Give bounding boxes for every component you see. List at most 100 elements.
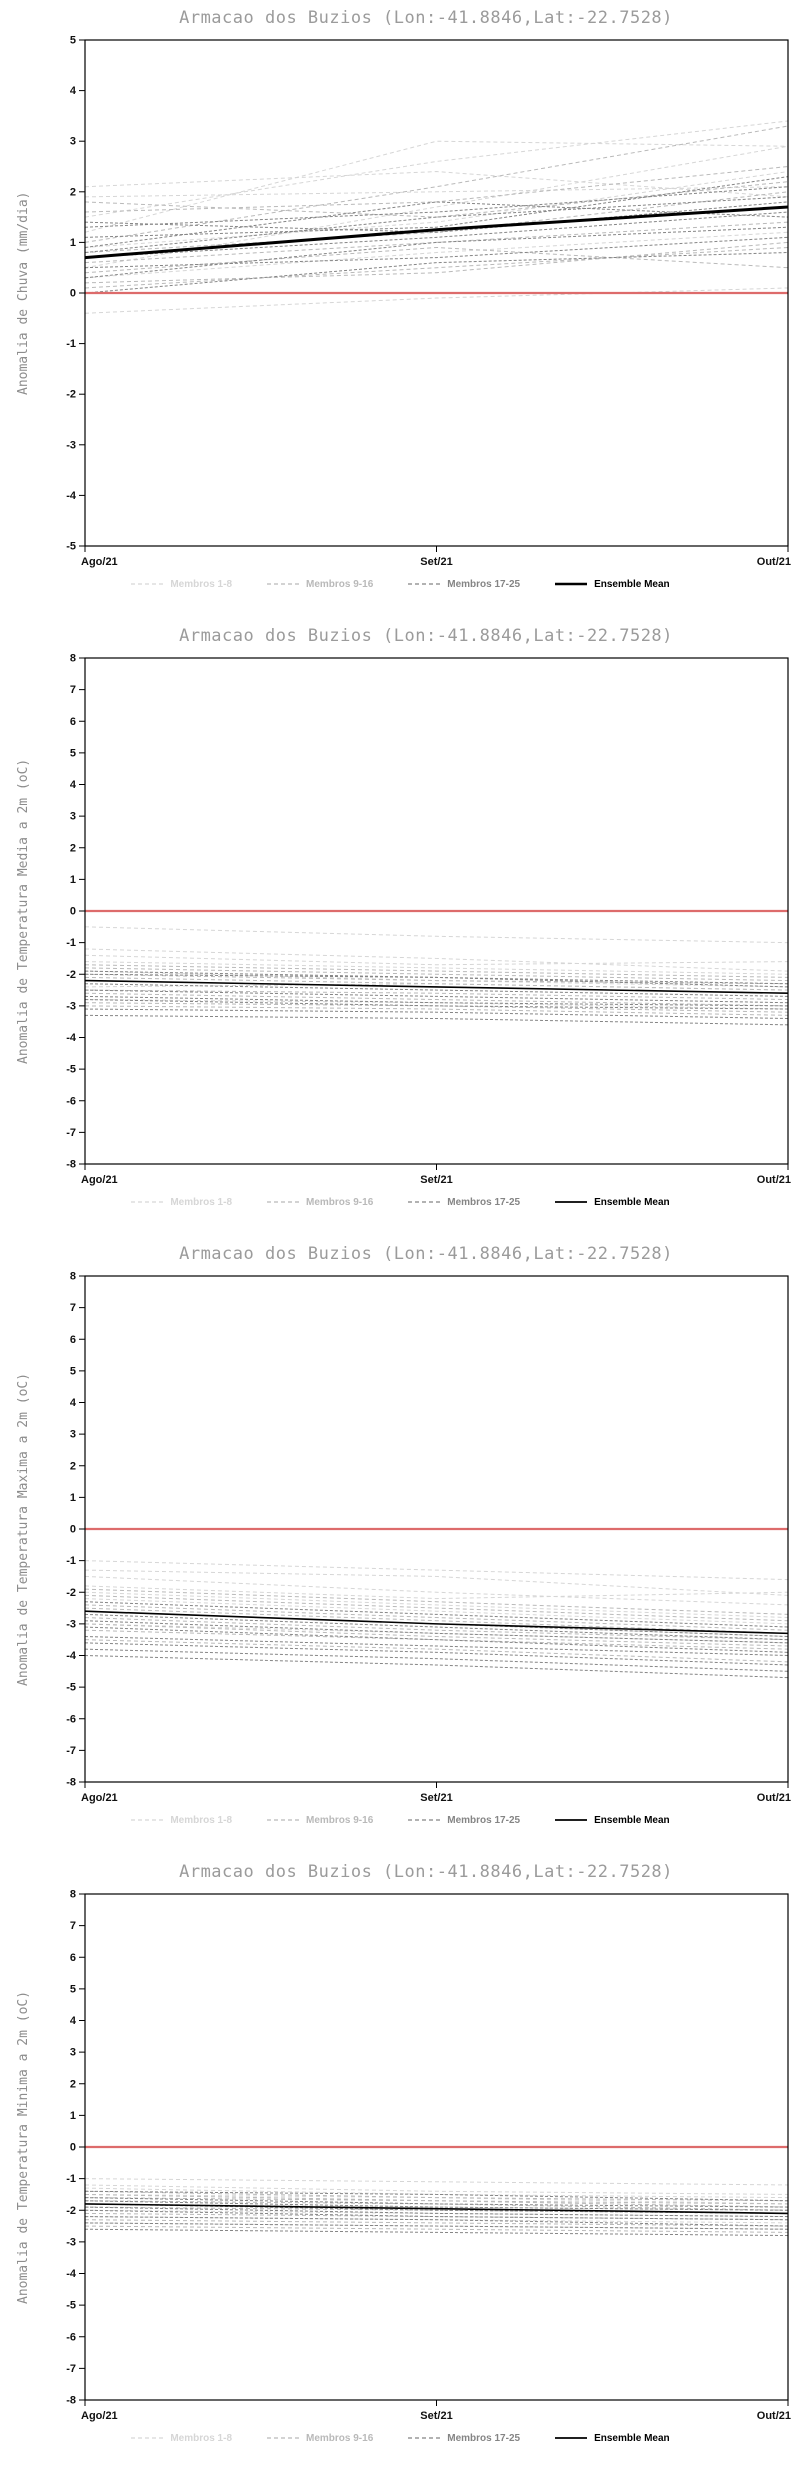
member-line-group-3 [84,1636,789,1656]
legend-label: Ensemble Mean [594,1196,670,1208]
x-tick-label: Ago/21 [81,1792,118,1804]
member-line-group-2 [84,973,789,985]
legend-item-members-17-25: Membros 17-25 [407,579,520,590]
legend-item-members-17-25: Membros 17-25 [407,2433,520,2444]
legend-label: Ensemble Mean [594,1814,670,1826]
member-line-group-3 [84,252,789,294]
plot-frame [84,1275,789,1783]
y-tick-label: 1 [70,874,76,886]
ensemble-mean-line [84,205,789,260]
member-line-group-3 [84,1648,789,1672]
plot-area: Anomalia de Chuva (mm/dia) -5 -4 -3 -2 -1 0 1 2… [0,30,800,578]
legend-line-members-17-25 [408,1819,441,1821]
chart-section-mean-temp-anomaly: Armacao dos Buzios (Lon:-41.8846,Lat:-22… [0,618,800,1236]
legend-line-members-9-16 [267,1819,300,1821]
member-line-group-1 [84,186,789,198]
member-line-group-3 [84,1613,789,1641]
legend-item-members-1-8: Membros 1-8 [130,2433,232,2444]
legend-item-members-9-16: Membros 9-16 [266,2433,373,2444]
member-line-group-2 [84,1005,789,1016]
legend-line-ensemble-mean [555,582,588,586]
y-tick-label: 5 [70,35,76,47]
member-line-group-2 [84,246,789,274]
ensemble-spaghetti-plot: -8 -7 -6 -5 -4 -3 -2 -1 0 1 2 3 4 5 6 7 8 Ago/21 Set/21 Out… [66,1889,791,2423]
member-line-group-2 [84,989,789,1001]
y-tick-label: -6 [66,2331,76,2343]
y-tick-label: -4 [66,490,77,502]
member-line-group-3 [84,226,789,279]
y-axis-label: Anomalia de Temperatura Media a 2m (oC) [16,758,31,1064]
legend-item-members-9-16: Membros 9-16 [266,1197,373,1208]
legend-item-members-9-16: Membros 9-16 [266,1815,373,1826]
member-line-group-1 [84,2178,789,2186]
member-line-group-1 [84,1560,789,1581]
legend: Membros 1-8 Membros 9-16 Membros 17-25 E… [0,2426,800,2450]
y-tick-label: 6 [70,1334,76,1346]
member-line-group-2 [84,1594,789,1622]
y-tick-label: -3 [66,1618,76,1630]
ensemble-spaghetti-plot: -8 -7 -6 -5 -4 -3 -2 -1 0 1 2 3 4 5 6 7 8 Ago/21 Set/21 Out… [66,653,791,1187]
y-tick-label: 2 [70,842,76,854]
y-tick-label: 1 [70,1492,76,1504]
ensemble-mean-line [84,979,789,995]
y-tick-label: 2 [70,2078,76,2090]
y-tick-label: 0 [70,288,76,300]
legend-label: Membros 1-8 [170,2432,233,2444]
legend-label: Membros 17-25 [447,1196,521,1208]
legend-line-members-1-8 [131,1819,164,1821]
legend-line-members-1-8 [131,2437,164,2439]
legend-line-members-17-25 [408,583,441,585]
legend-label: Membros 9-16 [306,1196,374,1208]
y-tick-label: -2 [66,969,76,981]
y-tick-label: 3 [70,1429,76,1441]
member-line-group-3 [84,211,789,259]
legend-label: Ensemble Mean [594,2432,670,2444]
y-tick-label: 3 [70,136,76,148]
y-tick-label: -8 [66,1159,76,1171]
y-tick-label: 6 [70,1952,76,1964]
y-tick-label: 7 [70,684,76,696]
legend-label: Membros 1-8 [170,578,233,590]
member-line-group-3 [84,1655,789,1679]
y-tick-label: 4 [70,1397,77,1409]
y-tick-label: 0 [70,2142,76,2154]
chart-title: Armacao dos Buzios (Lon:-41.8846,Lat:-22… [179,1862,673,1882]
y-tick-label: 8 [70,1889,76,1901]
legend-line-members-9-16 [267,2437,300,2439]
ensemble-mean-line [84,1610,789,1635]
y-tick-label: -7 [66,2363,76,2375]
y-tick-label: 0 [70,906,76,918]
member-line-group-2 [84,2190,789,2202]
chart-title: Armacao dos Buzios (Lon:-41.8846,Lat:-22… [179,1244,673,1264]
y-tick-label: -3 [66,1000,76,1012]
legend-label: Membros 17-25 [447,2432,521,2444]
member-line-group-3 [84,1626,789,1653]
member-line-group-3 [84,1601,789,1628]
member-line-group-3 [84,970,789,985]
member-line-group-3 [84,1014,789,1026]
legend-item-members-1-8: Membros 1-8 [130,579,232,590]
member-line-group-2 [84,221,789,264]
legend-item-members-1-8: Membros 1-8 [130,1815,232,1826]
y-tick-label: -5 [66,1064,76,1076]
member-line-group-3 [84,1008,789,1020]
member-line-group-1 [84,1569,789,1596]
member-line-group-1 [84,231,789,279]
member-line-group-2 [84,181,789,218]
chart-section-precip-anomaly: Armacao dos Buzios (Lon:-41.8846,Lat:-22… [0,0,800,618]
legend-label: Membros 17-25 [447,1814,521,1826]
member-line-group-2 [84,1607,789,1634]
member-line-group-1 [84,1575,789,1606]
y-tick-label: 4 [70,85,77,97]
plot-area: Anomalia de Temperatura Minima a 2m (oC)… [0,1884,800,2432]
y-tick-label: -5 [66,541,76,553]
ensemble-spaghetti-plot: -5 -4 -3 -2 -1 0 1 2 3 4 5 Ago/21 Set/21 Out/21 [66,35,791,569]
y-tick-label: -6 [66,1713,76,1725]
member-line-group-1 [84,948,789,972]
chart-section-min-temp-anomaly: Armacao dos Buzios (Lon:-41.8846,Lat:-22… [0,1854,800,2472]
y-tick-label: -6 [66,1095,76,1107]
legend-item-members-1-8: Membros 1-8 [130,1197,232,1208]
y-tick-label: 4 [70,2015,77,2027]
legend-item-members-17-25: Membros 17-25 [407,1815,520,1826]
legend-label: Ensemble Mean [594,578,670,590]
